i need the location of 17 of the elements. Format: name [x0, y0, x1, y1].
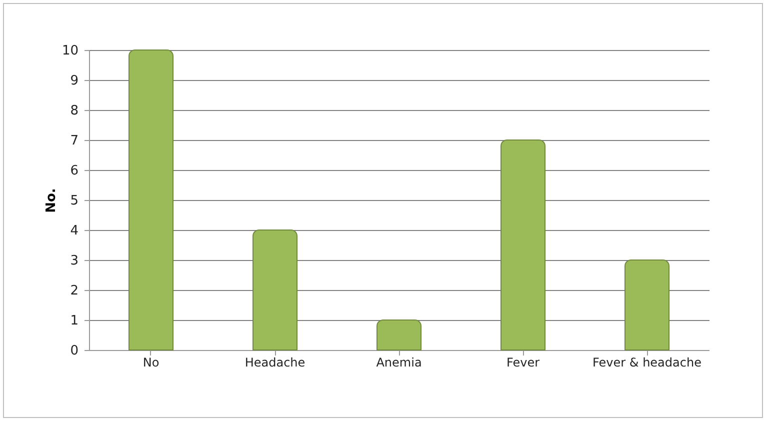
y-tick-label: 4: [70, 224, 78, 238]
y-tick-label: 3: [70, 254, 78, 268]
y-tick-label: 7: [70, 134, 78, 148]
y-tick-label: 5: [70, 194, 78, 208]
x-tick-label: No: [142, 356, 160, 370]
y-tick-label: 8: [70, 104, 78, 118]
y-tick-label: 0: [70, 344, 78, 358]
x-tick-label: Fever & headache: [592, 356, 702, 370]
y-tick-label: 1: [70, 314, 78, 328]
y-tick-label: 2: [70, 284, 78, 298]
x-tick-label: Fever: [506, 356, 540, 370]
y-tick-label: 10: [62, 44, 78, 58]
y-tick-label: 6: [70, 164, 78, 178]
y-axis-title: No.: [44, 188, 59, 213]
x-tick-label: Anemia: [376, 356, 422, 370]
y-tick-label: 9: [70, 74, 78, 88]
x-tick-label: Headache: [244, 356, 306, 370]
